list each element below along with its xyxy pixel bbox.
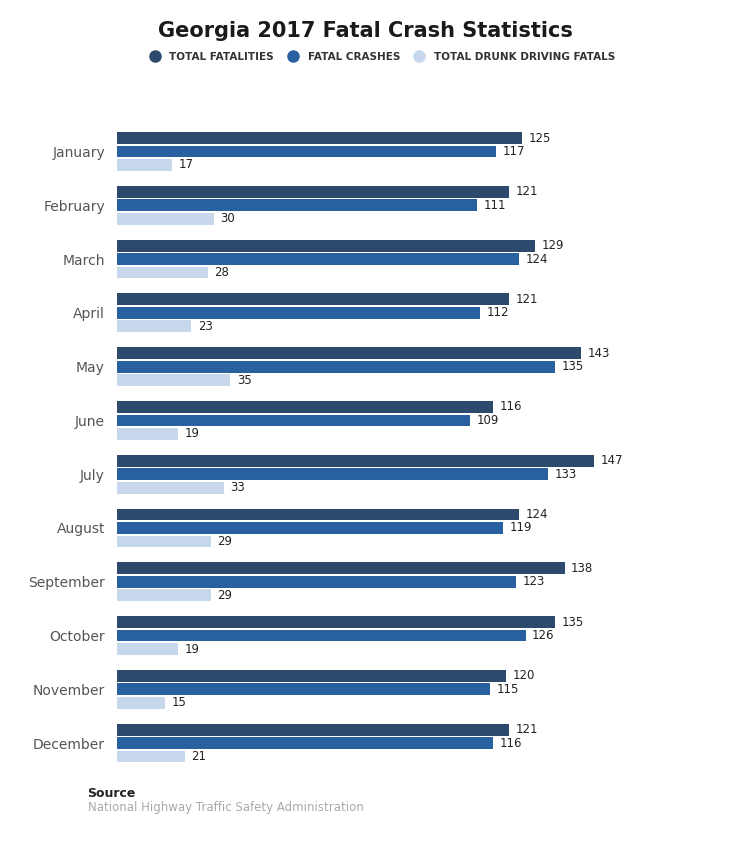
Bar (117, 482, 224, 494)
Text: 28: 28 (214, 266, 229, 279)
Bar (117, 750, 185, 762)
Text: 124: 124 (526, 252, 548, 266)
Bar (117, 159, 172, 170)
Text: 133: 133 (555, 468, 577, 481)
Bar (117, 267, 207, 279)
Text: National Highway Traffic Safety Administration: National Highway Traffic Safety Administ… (88, 801, 364, 814)
Text: 116: 116 (499, 401, 522, 414)
Bar (117, 401, 493, 413)
Bar (117, 374, 231, 386)
Bar (117, 616, 555, 628)
Text: 19: 19 (185, 642, 200, 656)
Text: 125: 125 (529, 132, 551, 144)
Bar (117, 630, 526, 641)
Bar (117, 576, 516, 587)
Text: 23: 23 (198, 320, 212, 333)
Bar (117, 737, 493, 749)
Bar (117, 522, 503, 534)
Text: 119: 119 (510, 522, 532, 534)
Bar (117, 307, 480, 319)
Bar (117, 684, 490, 695)
Text: 121: 121 (516, 186, 538, 198)
Text: 143: 143 (587, 347, 610, 360)
Text: 19: 19 (185, 427, 200, 441)
Bar (117, 145, 496, 158)
Text: 33: 33 (231, 481, 245, 494)
Bar (117, 294, 510, 306)
Text: 35: 35 (237, 374, 252, 387)
Text: 109: 109 (477, 414, 499, 427)
Text: 135: 135 (561, 615, 583, 629)
Text: Source: Source (88, 787, 136, 800)
Bar (117, 697, 166, 709)
Text: 120: 120 (512, 669, 535, 683)
Bar (117, 536, 211, 548)
Text: 121: 121 (516, 723, 538, 736)
Bar (117, 213, 214, 225)
Text: 115: 115 (496, 683, 519, 695)
Text: 121: 121 (516, 293, 538, 306)
Text: 138: 138 (571, 562, 593, 575)
Text: 112: 112 (487, 306, 509, 319)
Text: 15: 15 (172, 696, 187, 709)
Text: 111: 111 (483, 199, 506, 212)
Bar (117, 589, 211, 601)
Text: 124: 124 (526, 508, 548, 521)
Bar (117, 509, 519, 521)
Bar (117, 253, 519, 265)
Bar (117, 199, 477, 211)
Bar (117, 240, 535, 252)
Bar (117, 360, 555, 372)
Text: 123: 123 (523, 576, 545, 588)
Bar (117, 186, 510, 197)
Bar (117, 455, 593, 467)
Bar (117, 643, 178, 655)
Text: 29: 29 (218, 589, 232, 602)
Text: 30: 30 (220, 212, 235, 225)
Bar (117, 321, 191, 333)
Bar (117, 347, 581, 359)
Bar (117, 670, 506, 682)
Bar (117, 562, 564, 574)
Text: 129: 129 (542, 239, 564, 252)
Text: 21: 21 (191, 750, 207, 763)
Text: 17: 17 (178, 159, 193, 171)
Bar (117, 468, 548, 480)
Text: 29: 29 (218, 535, 232, 548)
Legend: TOTAL FATALITIES, FATAL CRASHES, TOTAL DRUNK DRIVING FATALS: TOTAL FATALITIES, FATAL CRASHES, TOTAL D… (140, 48, 619, 67)
Bar (117, 414, 470, 426)
Bar (117, 724, 510, 736)
Text: 117: 117 (503, 145, 526, 158)
Text: 116: 116 (499, 737, 522, 749)
Text: Georgia 2017 Fatal Crash Statistics: Georgia 2017 Fatal Crash Statistics (158, 21, 572, 41)
Bar (117, 133, 523, 144)
Bar (117, 428, 178, 440)
Text: 135: 135 (561, 360, 583, 373)
Text: 147: 147 (600, 454, 623, 468)
Text: 126: 126 (532, 629, 555, 642)
